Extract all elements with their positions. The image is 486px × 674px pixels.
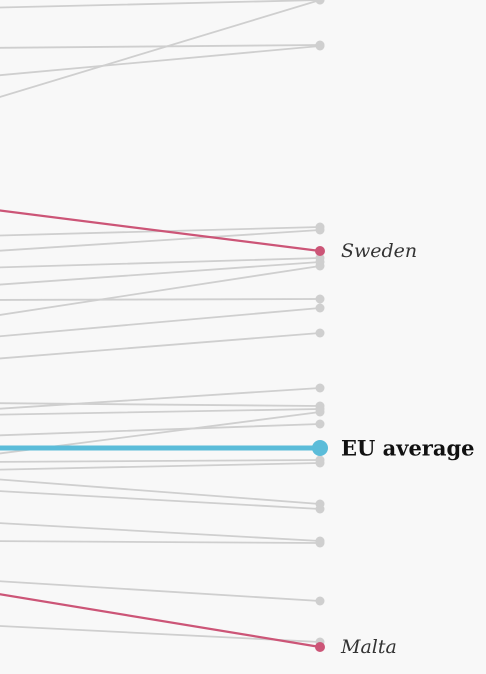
country-3-line	[0, 0, 320, 8]
country-14-line	[0, 333, 320, 360]
malta-line	[0, 591, 320, 647]
country-23-point	[316, 505, 325, 514]
eu-average-label: EU average	[341, 436, 475, 461]
malta-label: Malta	[340, 636, 397, 658]
country-25-line	[0, 541, 320, 543]
country-13-point	[316, 304, 325, 313]
series-labels: Sweden EU average Malta	[340, 240, 475, 658]
eu-average-point	[312, 440, 328, 456]
country-15-point	[316, 384, 325, 393]
country-13-line	[0, 308, 320, 338]
country-18-point	[316, 420, 325, 429]
country-5-point	[316, 42, 325, 51]
country-5-line	[0, 46, 320, 77]
country-12-point	[316, 262, 325, 271]
country-6-point	[316, 0, 325, 5]
country-8-point	[316, 226, 325, 235]
country-19-point	[316, 408, 325, 417]
country-25-point	[316, 539, 325, 548]
country-21-line	[0, 463, 320, 470]
sweden-point	[315, 246, 325, 256]
country-20-line	[0, 460, 320, 462]
other-country-lines	[0, 0, 325, 647]
country-24-line	[0, 522, 320, 541]
country-21-point	[316, 459, 325, 468]
country-11-point	[316, 295, 325, 304]
country-9-line	[0, 258, 320, 268]
malta-point	[315, 642, 325, 652]
sweden-label: Sweden	[341, 240, 417, 262]
country-26-line	[0, 580, 320, 601]
country-11-line	[0, 299, 320, 300]
country-14-point	[316, 329, 325, 338]
country-6-line	[0, 0, 320, 103]
country-17-line	[0, 409, 320, 415]
country-26-point	[316, 597, 325, 606]
country-15-line	[0, 388, 320, 410]
country-18-line	[0, 424, 320, 436]
sweden-line	[0, 208, 320, 251]
